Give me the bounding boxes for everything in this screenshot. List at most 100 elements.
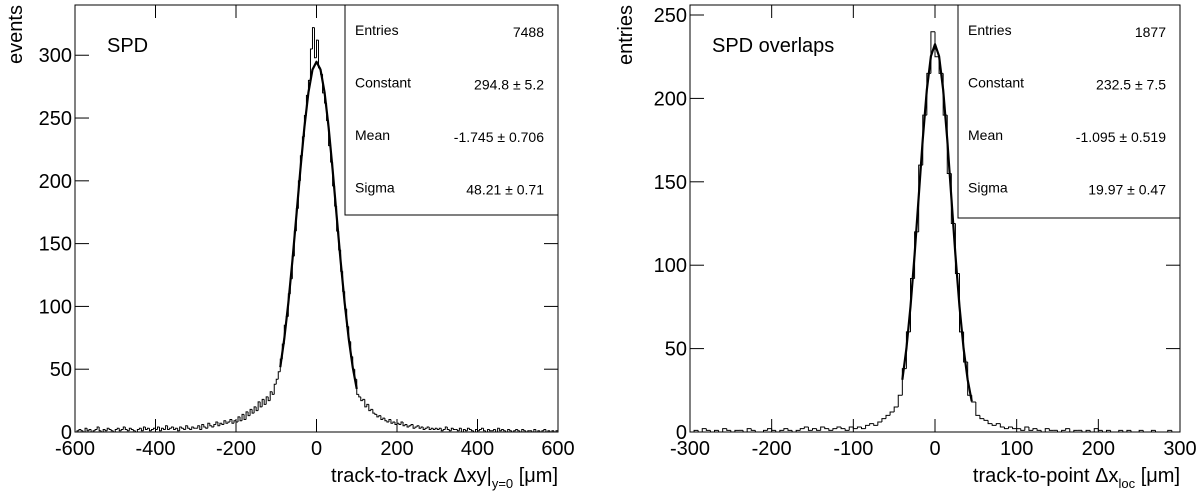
histogram-bin	[1150, 429, 1156, 432]
y-tick-label: 100	[654, 255, 687, 277]
histogram-bin	[515, 428, 518, 431]
histogram-bin	[372, 409, 375, 414]
histogram-bin	[820, 426, 825, 431]
histogram-bin	[436, 428, 440, 430]
fit-curve	[901, 43, 973, 402]
x-axis-label-unit: [μm]	[513, 465, 558, 487]
histogram-bin	[856, 426, 862, 429]
stats-label: Constant	[968, 75, 1024, 91]
histogram-bin	[177, 428, 180, 432]
x-tick-label: 300	[1163, 438, 1196, 460]
histogram-bin	[489, 429, 492, 432]
histogram-bin	[816, 428, 821, 431]
histogram-bin	[418, 425, 422, 429]
x-tick-label: 0	[929, 438, 940, 460]
histogram-bin	[209, 423, 212, 427]
histogram-bin	[259, 401, 263, 408]
histogram-bin	[263, 399, 267, 405]
histogram-bin	[452, 428, 456, 430]
histogram-bin	[1073, 429, 1078, 432]
histogram-bin	[543, 428, 546, 431]
histogram-bin	[828, 428, 833, 431]
histogram-bin	[1061, 429, 1066, 432]
histogram-bin	[223, 420, 226, 425]
panel: 0 50 100 150 200 250 300 -600 -400 -200 0 200 400 600…	[5, 4, 575, 491]
histogram-bin	[426, 426, 430, 429]
histogram-bin	[118, 428, 122, 432]
histogram-bin	[1085, 429, 1091, 432]
histogram-bin	[255, 406, 259, 412]
histogram-bin	[120, 428, 124, 431]
histogram-bin	[108, 428, 112, 430]
histogram-bin	[889, 411, 895, 416]
fit-curve	[279, 60, 358, 390]
x-tick-label: 0	[311, 438, 322, 460]
histogram-bin	[474, 428, 478, 432]
histogram-bin	[799, 428, 805, 431]
histogram-bin	[885, 414, 891, 419]
histogram-bin	[1012, 426, 1017, 430]
histogram-bin	[493, 428, 496, 431]
y-tick-label: 0	[676, 422, 687, 444]
histogram-bin	[167, 425, 170, 430]
histogram-bin	[211, 425, 214, 428]
histogram-bin	[450, 427, 454, 431]
histogram-bin	[384, 418, 387, 422]
histogram-bin	[165, 425, 168, 430]
histogram-bin	[1126, 429, 1131, 432]
histogram-bin	[382, 417, 385, 420]
histogram-bin	[787, 428, 793, 431]
histogram-bin	[701, 428, 707, 432]
histogram-bin	[726, 428, 731, 431]
panel-title: SPD overlaps	[712, 35, 834, 57]
histogram-bin	[213, 423, 216, 427]
histogram-bin	[311, 27, 315, 49]
y-tick-label: 50	[665, 339, 687, 361]
histogram-bin	[424, 427, 428, 430]
y-tick-label: 150	[654, 172, 687, 194]
histogram-bin	[144, 426, 148, 430]
histogram-bin	[446, 426, 450, 430]
stats-box	[957, 4, 1181, 219]
histogram-bin	[861, 426, 866, 430]
histogram-bin	[171, 426, 174, 429]
histogram-bin	[193, 426, 196, 429]
x-tick-label: 100	[1000, 438, 1033, 460]
histogram-bin	[217, 421, 220, 427]
histogram-bin	[869, 423, 874, 426]
histogram-bin	[309, 48, 313, 81]
histogram-bin	[497, 427, 500, 432]
histogram-bin	[901, 368, 907, 396]
histogram-bin	[84, 427, 88, 432]
histogram-bin	[779, 429, 784, 432]
histogram-bin	[442, 428, 446, 431]
stats-value: 294.8 ± 5.2	[474, 77, 544, 93]
histogram-bin	[464, 429, 468, 432]
histogram-bin	[247, 411, 251, 417]
x-axis-label-text: track-to-track Δxy|	[331, 465, 492, 487]
histogram-bin	[1065, 428, 1070, 431]
histogram-bin	[237, 416, 241, 422]
histogram-bin	[207, 422, 210, 429]
stats-label: Mean	[968, 127, 1003, 143]
histogram-bin	[273, 383, 277, 395]
histogram-bin	[456, 429, 460, 432]
histogram-bin	[189, 428, 192, 430]
histogram-bin	[420, 426, 424, 429]
histogram-bin	[257, 401, 261, 411]
histogram-bin	[368, 404, 371, 412]
histogram-bin	[275, 378, 279, 385]
histogram-bin	[499, 428, 502, 432]
histogram-bin	[1024, 426, 1029, 431]
stats-label: Sigma	[968, 180, 1008, 196]
x-tick-label: 200	[1082, 438, 1115, 460]
histogram-bin	[116, 427, 120, 430]
x-axis-label: track-to-track Δxy|y=0 [μm]	[331, 465, 558, 491]
stats-label: Entries	[968, 22, 1012, 38]
histogram-bin	[316, 39, 319, 58]
x-axis-label-sub: y=0	[492, 476, 513, 491]
histogram-bin	[750, 428, 756, 431]
histogram-bin	[370, 408, 373, 411]
histogram-bin	[444, 426, 448, 430]
